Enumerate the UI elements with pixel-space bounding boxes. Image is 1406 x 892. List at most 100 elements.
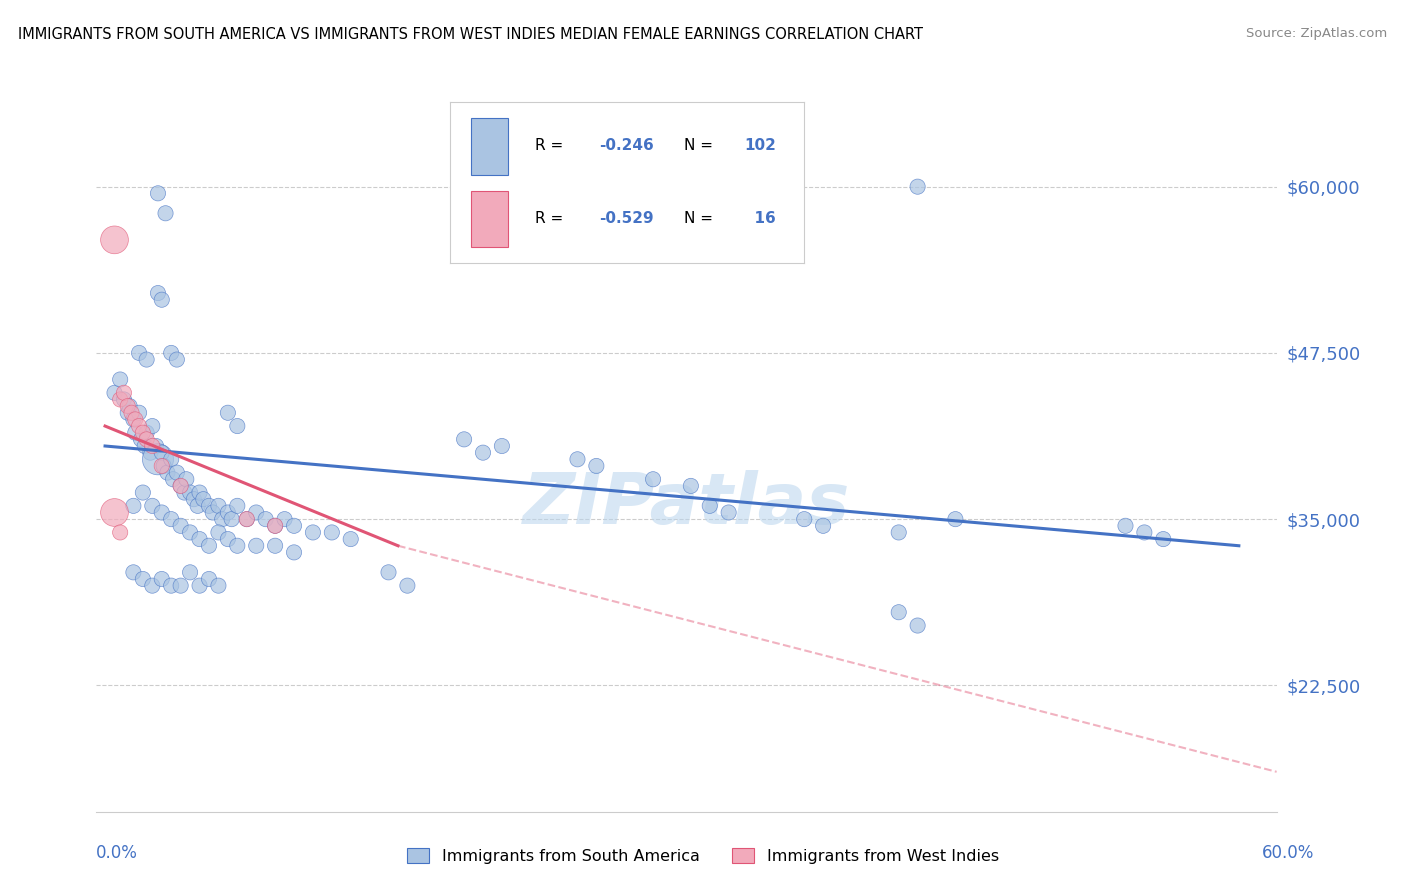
Point (150, 445, 173, 459)
Point (491, 439, 513, 453)
Text: 0.0%: 0.0% (96, 844, 138, 862)
Point (396, 579, 419, 593)
Point (198, 539, 221, 553)
Text: Source: ZipAtlas.com: Source: ZipAtlas.com (1247, 27, 1388, 40)
Point (187, 499, 209, 513)
Point (226, 419, 249, 434)
Point (146, 286, 169, 301)
Point (169, 479, 191, 493)
Point (132, 485, 155, 500)
Point (179, 525, 201, 540)
Point (207, 579, 229, 593)
Point (169, 479, 191, 493)
Point (122, 566, 145, 580)
Point (907, 618, 929, 632)
Point (132, 572, 155, 586)
Point (945, 512, 967, 526)
Point (179, 485, 201, 500)
Point (245, 539, 267, 553)
Point (283, 545, 305, 559)
Point (907, 179, 929, 194)
Point (155, 206, 177, 220)
Point (283, 518, 305, 533)
Point (1133, 525, 1156, 540)
Point (122, 412, 145, 426)
Text: 60.0%: 60.0% (1263, 844, 1315, 862)
Point (245, 506, 267, 520)
Point (567, 452, 589, 467)
Point (699, 499, 721, 513)
Point (302, 525, 325, 540)
Point (160, 579, 183, 593)
Point (193, 492, 215, 507)
Point (141, 419, 163, 434)
Point (128, 419, 150, 434)
Point (321, 525, 343, 540)
Point (129, 433, 152, 447)
Point (679, 479, 702, 493)
Point (236, 512, 259, 526)
Point (217, 532, 239, 546)
Point (188, 485, 211, 500)
Point (211, 512, 233, 526)
Point (103, 385, 125, 400)
Point (112, 385, 135, 400)
Point (793, 512, 815, 526)
Point (264, 539, 287, 553)
Point (150, 506, 173, 520)
Point (1152, 532, 1174, 546)
Point (128, 346, 150, 360)
Point (162, 472, 184, 486)
Point (141, 499, 163, 513)
Point (128, 406, 150, 420)
Text: IMMIGRANTS FROM SOUTH AMERICA VS IMMIGRANTS FROM WEST INDIES MEDIAN FEMALE EARNI: IMMIGRANTS FROM SOUTH AMERICA VS IMMIGRA… (18, 27, 924, 42)
Point (217, 406, 239, 420)
Point (472, 445, 495, 459)
Point (201, 506, 224, 520)
Point (103, 233, 125, 247)
Point (160, 346, 183, 360)
Point (453, 433, 475, 447)
Point (135, 352, 157, 367)
Point (176, 472, 198, 486)
Point (108, 392, 131, 407)
Point (377, 566, 399, 580)
Point (169, 579, 191, 593)
Legend: Immigrants from South America, Immigrants from West Indies: Immigrants from South America, Immigrant… (401, 842, 1005, 871)
Point (339, 532, 361, 546)
Point (585, 458, 607, 473)
Text: ZIPatlas: ZIPatlas (523, 470, 849, 539)
Point (273, 512, 295, 526)
Point (117, 399, 139, 413)
Point (188, 532, 211, 546)
Point (135, 433, 157, 447)
Point (887, 605, 910, 619)
Point (160, 452, 183, 467)
Point (139, 445, 162, 459)
Point (641, 472, 664, 486)
Point (150, 458, 173, 473)
Point (112, 392, 135, 407)
Point (226, 499, 249, 513)
Point (1114, 518, 1136, 533)
Point (108, 372, 131, 386)
Point (264, 518, 287, 533)
Point (198, 499, 221, 513)
Point (141, 579, 163, 593)
Point (254, 512, 277, 526)
Point (179, 566, 201, 580)
Point (156, 466, 179, 480)
Point (146, 186, 169, 201)
Point (811, 518, 834, 533)
Point (122, 499, 145, 513)
Point (169, 518, 191, 533)
Point (188, 579, 211, 593)
Point (717, 506, 740, 520)
Point (132, 425, 155, 440)
Point (124, 412, 146, 426)
Point (150, 293, 173, 307)
Point (117, 406, 139, 420)
Point (166, 466, 188, 480)
Point (173, 485, 195, 500)
Point (134, 439, 156, 453)
